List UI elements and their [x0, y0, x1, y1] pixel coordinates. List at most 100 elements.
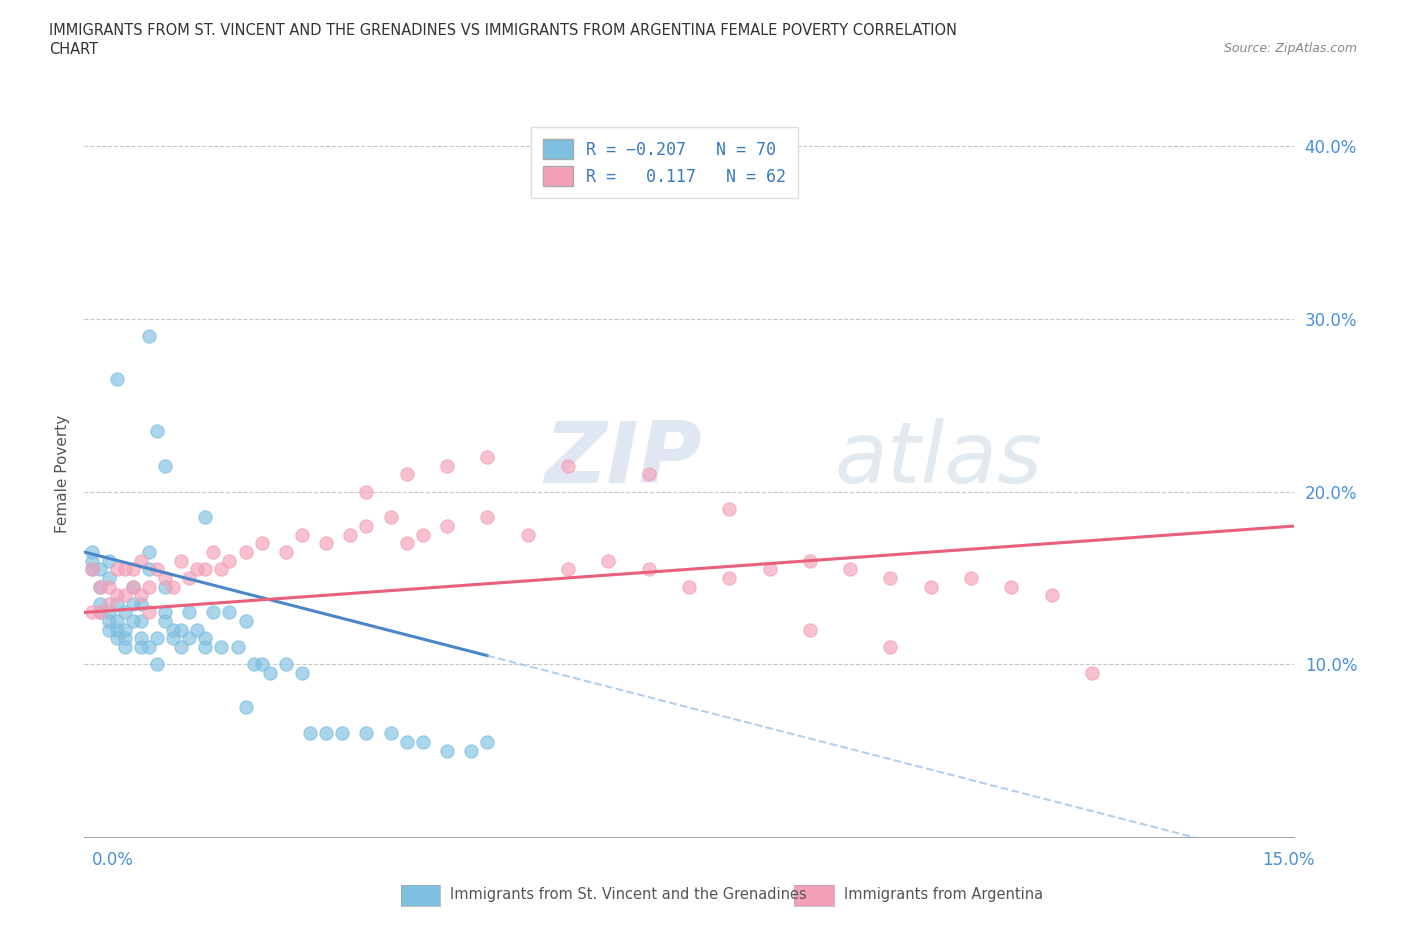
Point [170, 553, 193, 568]
Point [209, 640, 232, 655]
Point [356, 519, 378, 534]
Point [162, 579, 184, 594]
Point [879, 570, 901, 585]
Point [138, 579, 160, 594]
Point [105, 372, 128, 387]
Point [179, 605, 201, 620]
Point [395, 467, 418, 482]
Point [330, 726, 353, 741]
Point [153, 579, 176, 594]
Point [637, 467, 659, 482]
Point [259, 666, 281, 681]
Point [138, 605, 160, 620]
Point [153, 614, 176, 629]
Point [395, 735, 418, 750]
Point [436, 743, 458, 758]
Point [235, 614, 257, 629]
Text: 0.0%: 0.0% [91, 851, 134, 870]
Point [82, 553, 104, 568]
Point [170, 622, 193, 637]
Point [186, 562, 208, 577]
Point [758, 562, 780, 577]
Point [637, 562, 659, 577]
Point [129, 588, 152, 603]
Point [121, 579, 143, 594]
Point [226, 640, 249, 655]
Point [105, 622, 128, 637]
Point [105, 562, 128, 577]
Point [146, 424, 169, 439]
Point [194, 562, 217, 577]
Point [179, 570, 201, 585]
Point [202, 545, 225, 560]
Point [82, 562, 104, 577]
Point [477, 510, 499, 525]
Point [380, 726, 402, 741]
Point [162, 622, 184, 637]
Text: 15.0%: 15.0% [1263, 851, 1315, 870]
Point [274, 657, 297, 671]
Point [89, 605, 111, 620]
Point [218, 553, 240, 568]
Point [97, 614, 120, 629]
Point [89, 579, 111, 594]
Point [170, 640, 193, 655]
Point [97, 579, 120, 594]
Point [121, 614, 143, 629]
Point [121, 596, 143, 611]
Point [598, 553, 620, 568]
Point [839, 562, 862, 577]
Point [412, 527, 434, 542]
Point [557, 562, 579, 577]
Point [114, 588, 136, 603]
Point [97, 596, 120, 611]
Point [82, 545, 104, 560]
Point [274, 545, 297, 560]
Point [114, 605, 136, 620]
Point [477, 449, 499, 464]
Point [129, 614, 152, 629]
Point [97, 553, 120, 568]
Point [250, 536, 273, 551]
Point [114, 640, 136, 655]
Point [186, 622, 208, 637]
Point [129, 640, 152, 655]
Point [82, 562, 104, 577]
Point [218, 605, 240, 620]
Point [129, 631, 152, 645]
Point [146, 657, 169, 671]
Point [412, 735, 434, 750]
Text: IMMIGRANTS FROM ST. VINCENT AND THE GRENADINES VS IMMIGRANTS FROM ARGENTINA FEMA: IMMIGRANTS FROM ST. VINCENT AND THE GREN… [49, 23, 957, 38]
Point [718, 570, 741, 585]
Point [97, 570, 120, 585]
Point [356, 726, 378, 741]
Point [339, 527, 361, 542]
Point [1000, 579, 1022, 594]
Text: CHART: CHART [49, 42, 98, 57]
Point [129, 553, 152, 568]
Point [138, 640, 160, 655]
Point [121, 562, 143, 577]
Point [557, 458, 579, 473]
Y-axis label: Female Poverty: Female Poverty [55, 415, 70, 534]
Point [138, 328, 160, 343]
Point [960, 570, 983, 585]
Point [162, 631, 184, 645]
Point [291, 527, 314, 542]
Point [89, 605, 111, 620]
Point [194, 510, 217, 525]
Point [235, 700, 257, 715]
Point [356, 485, 378, 499]
Point [89, 579, 111, 594]
Point [460, 743, 482, 758]
Point [1040, 588, 1063, 603]
Point [146, 631, 169, 645]
Point [129, 596, 152, 611]
Point [114, 631, 136, 645]
Point [82, 605, 104, 620]
Point [146, 562, 169, 577]
Point [153, 458, 176, 473]
Point [436, 458, 458, 473]
Point [380, 510, 402, 525]
Point [153, 570, 176, 585]
